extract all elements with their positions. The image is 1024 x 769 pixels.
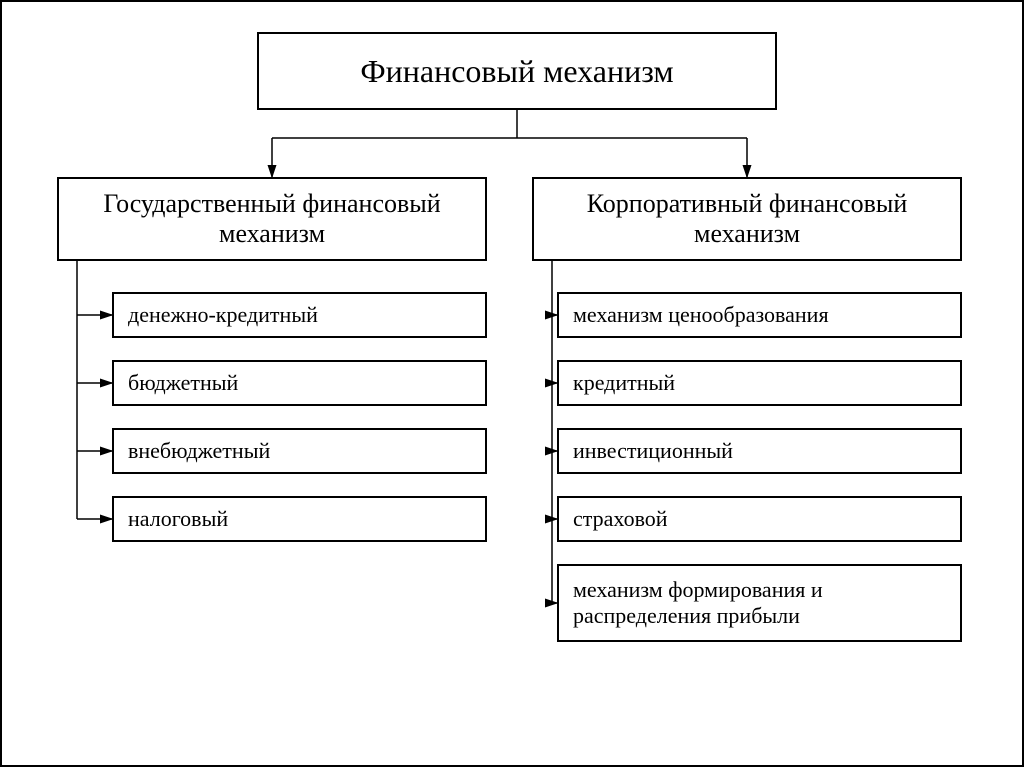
leaf-node-0-1: бюджетный: [112, 360, 487, 406]
leaf-node-1-2-label: инвестиционный: [573, 438, 733, 464]
leaf-node-0-1-label: бюджетный: [128, 370, 238, 396]
leaf-node-1-3-label: страховой: [573, 506, 668, 532]
leaf-node-1-2: инвестиционный: [557, 428, 962, 474]
branch-node-0-label: Государственный финансовый механизм: [71, 189, 473, 249]
leaf-node-0-2-label: внебюджетный: [128, 438, 270, 464]
branch-node-1: Корпоративный финансовый механизм: [532, 177, 962, 261]
leaf-node-1-1-label: кредитный: [573, 370, 675, 396]
branch-node-0: Государственный финансовый механизм: [57, 177, 487, 261]
leaf-node-0-0-label: денежно-кредитный: [128, 302, 318, 328]
leaf-node-1-0-label: механизм ценообразования: [573, 302, 829, 328]
leaf-node-0-0: денежно-кредитный: [112, 292, 487, 338]
leaf-node-1-4-label: механизм формирования и распределения пр…: [573, 577, 946, 629]
root-node: Финансовый механизм: [257, 32, 777, 110]
leaf-node-1-3: страховой: [557, 496, 962, 542]
leaf-node-1-0: механизм ценообразования: [557, 292, 962, 338]
leaf-node-0-3: налоговый: [112, 496, 487, 542]
branch-node-1-label: Корпоративный финансовый механизм: [546, 189, 948, 249]
leaf-node-0-2: внебюджетный: [112, 428, 487, 474]
leaf-node-1-1: кредитный: [557, 360, 962, 406]
leaf-node-0-3-label: налоговый: [128, 506, 228, 532]
root-node-label: Финансовый механизм: [360, 53, 673, 90]
leaf-node-1-4: механизм формирования и распределения пр…: [557, 564, 962, 642]
